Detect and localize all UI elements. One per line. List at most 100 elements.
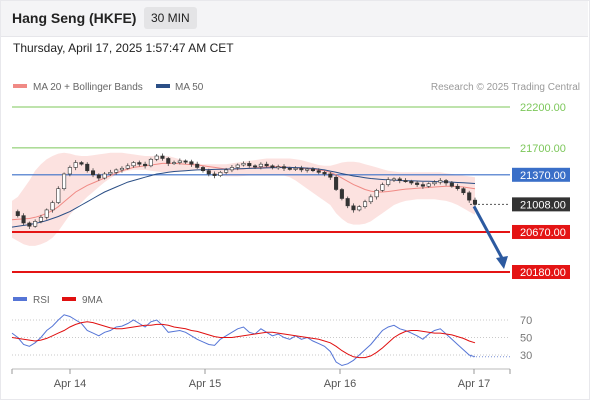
candle-up [172, 162, 177, 165]
level-tag-bg-last [512, 197, 570, 212]
level-tag-label-resistance: 21700.00 [520, 143, 566, 155]
candle-up [293, 167, 298, 170]
candle-down [137, 162, 142, 165]
candle-up [56, 188, 61, 203]
level-tag-label-pivot: 21370.00 [520, 170, 566, 182]
candle-down [143, 163, 148, 167]
candle-up [62, 173, 67, 189]
x-tick-label: Apr 15 [189, 378, 221, 390]
candle-down [328, 173, 333, 178]
candle-down [200, 167, 206, 172]
candle-down [160, 155, 165, 159]
candle-up [177, 160, 182, 163]
candle-down [472, 199, 478, 205]
candle-up [154, 155, 159, 160]
candlesticks [15, 153, 478, 229]
candle-up [391, 178, 397, 181]
candle-down [96, 174, 101, 179]
candle-up [374, 190, 379, 198]
candle-down [299, 167, 304, 171]
forecast-arrow-shaft [472, 205, 505, 261]
candle-down [264, 163, 269, 167]
legend-label-rsi: RSI [33, 295, 50, 306]
candle-up [119, 167, 124, 171]
candle-up [108, 172, 113, 175]
chart-legend: MA 20 + Bollinger Bands MA 50 Research ©… [13, 82, 580, 93]
candle-down [467, 192, 472, 201]
candle-down [183, 160, 188, 163]
candle-down [403, 180, 408, 183]
candle-down [397, 178, 402, 181]
candle-down [166, 158, 171, 164]
instrument-title: Hang Seng (HKFE) [12, 10, 137, 26]
legend-label-ma50: MA 50 [175, 82, 204, 93]
candle-up [357, 206, 362, 211]
rsi-tick-label: 50 [520, 333, 532, 345]
legend-swatch-rsi [13, 297, 27, 301]
candle-down [345, 198, 350, 207]
candle-down [281, 166, 287, 169]
candle-up [50, 202, 55, 211]
legend-swatch-ma50 [156, 84, 170, 88]
candle-up [258, 163, 263, 167]
level-tag-bg-support [512, 224, 570, 239]
candle-down [85, 163, 90, 172]
candle-up [148, 158, 153, 167]
rsi-legend: RSI 9MA [13, 295, 103, 306]
candle-down [21, 215, 26, 224]
candle-up [438, 180, 443, 183]
candle-up [432, 181, 437, 185]
chart-header: Hang Seng (HKFE) 30 MIN [0, 0, 588, 37]
rsi-ma9-line [11, 321, 476, 359]
candle-down [253, 165, 258, 168]
forecast-arrow [472, 205, 508, 269]
candle-up [73, 162, 78, 168]
candle-down [287, 167, 292, 170]
legend-label-ma9: 9MA [82, 295, 103, 306]
timeframe-button[interactable]: 30 MIN [144, 7, 197, 29]
candle-up [380, 184, 385, 191]
candle-down [461, 188, 466, 194]
candle-down [79, 162, 84, 165]
candle-down [415, 182, 420, 185]
candle-up [102, 173, 107, 179]
candle-down [409, 181, 414, 184]
candle-down [15, 211, 20, 216]
candle-up [235, 164, 240, 168]
candle-down [444, 180, 449, 184]
candle-up [241, 163, 246, 166]
price-level-tags: 22200.00 21700.00 21370.00 21008.00 20670.00… [512, 102, 570, 279]
rsi-tick-label: 70 [520, 315, 532, 327]
research-credit: Research © 2025 Trading Central [431, 82, 580, 93]
legend-swatch-ma20 [13, 84, 27, 88]
level-tag-bg-support [512, 265, 570, 279]
rsi-panel: 70 50 30 [11, 314, 532, 367]
rsi-tick-label: 30 [520, 350, 532, 362]
candle-down [90, 170, 96, 176]
candle-up [224, 169, 229, 173]
candle-down [270, 165, 275, 168]
level-tag-label-support: 20180.00 [520, 267, 566, 279]
candle-down [420, 184, 425, 187]
level-tag-label-last: 21008.00 [520, 199, 566, 211]
candle-up [229, 167, 234, 171]
x-tick-label: Apr 14 [54, 378, 86, 390]
candle-down [322, 172, 327, 175]
candle-up [363, 201, 368, 207]
candle-up [368, 196, 373, 203]
legend-swatch-ma9 [62, 297, 76, 301]
candle-down [316, 170, 321, 173]
candle-down [206, 170, 211, 175]
candle-down [212, 173, 217, 176]
bollinger-band-area [12, 152, 475, 246]
timestamp: Thursday, April 17, 2025 1:57:47 AM CET [13, 41, 234, 55]
candle-down [195, 163, 200, 168]
candle-down [455, 185, 460, 189]
rsi-line [11, 314, 476, 367]
candle-down [189, 161, 194, 165]
level-tag-label-resistance: 22200.00 [520, 102, 566, 114]
candle-up [33, 221, 38, 227]
candle-up [426, 183, 431, 187]
x-axis: Apr 14 Apr 15 Apr 16 Apr 17 [11, 368, 511, 390]
